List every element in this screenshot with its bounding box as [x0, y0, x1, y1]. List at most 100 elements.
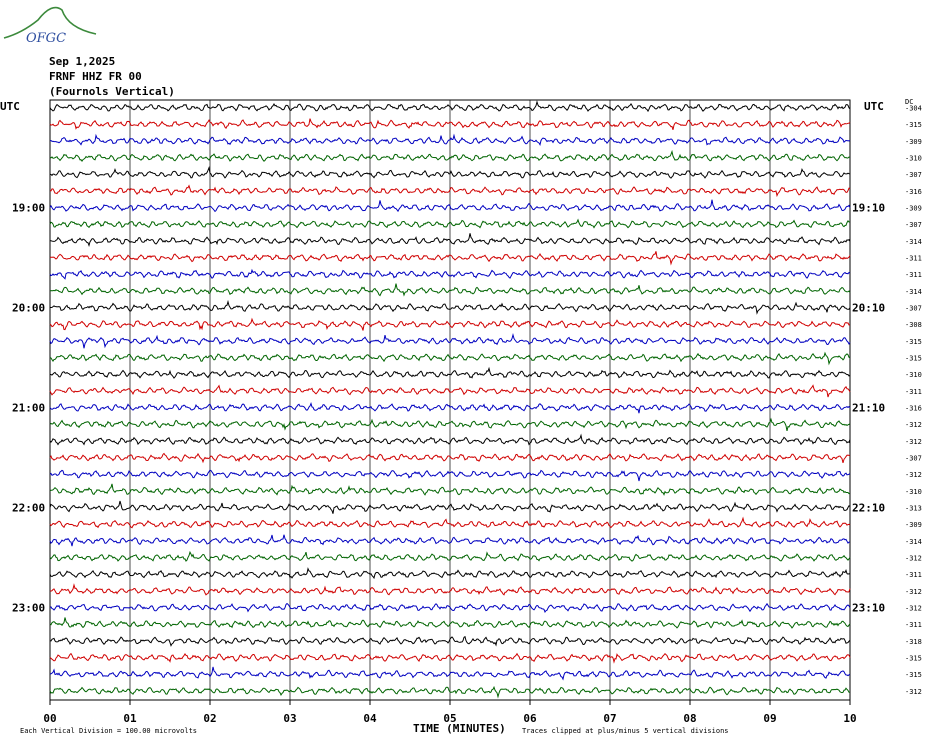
left-hour-label: 21:00: [12, 402, 45, 415]
dc-offset-label: -314: [905, 288, 922, 296]
seismic-trace: [49, 652, 851, 664]
seismic-trace: [49, 133, 851, 147]
seismic-trace: [49, 500, 851, 514]
seismic-trace: [49, 366, 851, 379]
dc-offset-label: -315: [905, 655, 922, 663]
seismic-trace: [49, 268, 851, 280]
dc-offset-label: -312: [905, 588, 922, 596]
seismic-trace: [49, 617, 851, 629]
right-time-label: 19:10: [852, 202, 885, 215]
x-tick-label: 01: [123, 712, 137, 725]
x-tick-label: 08: [683, 712, 696, 725]
seismic-trace: [49, 602, 851, 614]
seismic-trace: [49, 149, 851, 162]
dc-offset-label: -312: [905, 438, 922, 446]
left-hour-label: 19:00: [12, 202, 45, 215]
logo-mountain-icon: [3, 6, 97, 39]
seismic-trace: [50, 299, 851, 315]
dc-offset-label: -307: [905, 221, 922, 229]
dc-offset-label: -314: [905, 238, 922, 246]
left-hour-label: 22:00: [12, 502, 45, 515]
seismic-trace: [49, 184, 851, 198]
seismic-trace: [49, 452, 851, 464]
x-tick-label: 03: [283, 712, 296, 725]
dc-offset-label: -318: [905, 638, 922, 646]
x-tick-label: 10: [843, 712, 856, 725]
seismic-trace: [49, 166, 851, 179]
dc-offset-label: -312: [905, 688, 922, 696]
dc-offset-label: -315: [905, 338, 922, 346]
seismic-trace: [49, 401, 851, 414]
dc-offset-label: -304: [905, 105, 922, 113]
dc-offset-label: -312: [905, 471, 922, 479]
seismic-trace: [49, 333, 851, 349]
dc-offset-label: -309: [905, 138, 922, 146]
seismic-trace: [49, 483, 851, 496]
dc-offset-label: -308: [905, 321, 922, 329]
dc-header-label: DC: [905, 98, 913, 106]
seismic-trace: [49, 384, 851, 398]
ofgc-logo: OFGC: [3, 6, 97, 46]
seismic-trace: [49, 417, 851, 432]
x-tick-label: 06: [523, 712, 537, 725]
right-time-label: 20:10: [852, 302, 885, 315]
dc-offset-label: -313: [905, 505, 922, 513]
seismic-trace: [49, 635, 851, 647]
left-hour-label: 23:00: [12, 602, 45, 615]
dc-offset-label: -316: [905, 405, 922, 413]
dc-offset-label: -315: [905, 671, 922, 679]
seismic-trace: [49, 251, 851, 266]
seismic-trace: [49, 199, 851, 213]
seismic-trace: [49, 534, 851, 547]
dc-offset-label: -309: [905, 521, 922, 529]
dc-offset-label: -312: [905, 605, 922, 613]
dc-offset-label: -315: [905, 121, 922, 129]
right-time-label: 22:10: [852, 502, 885, 515]
x-tick-label: 04: [363, 712, 377, 725]
seismic-trace: [49, 351, 851, 366]
x-tick-label: 07: [603, 712, 616, 725]
dc-offset-label: -309: [905, 205, 922, 213]
right-utc-label: UTC: [864, 100, 884, 113]
right-time-label: 21:10: [852, 402, 885, 415]
seismic-trace: [50, 283, 851, 297]
x-axis-label: TIME (MINUTES): [413, 722, 506, 735]
seismic-trace: [49, 666, 851, 681]
seismic-trace: [49, 469, 851, 482]
dc-offset-label: -307: [905, 455, 922, 463]
dc-offset-label: -315: [905, 355, 922, 363]
left-hour-label: 20:00: [12, 302, 45, 315]
station-code: FRNF HHZ FR 00: [49, 70, 142, 83]
clipping-note: Traces clipped at plus/minus 5 vertical …: [522, 727, 729, 735]
x-tick-label: 09: [763, 712, 776, 725]
seismic-trace: [49, 685, 850, 699]
dc-offset-label: -307: [905, 171, 922, 179]
dc-offset-label: -312: [905, 421, 922, 429]
dc-offset-label: -312: [905, 555, 922, 563]
seismic-trace: [49, 218, 851, 229]
seismic-trace: [49, 583, 851, 596]
dc-offset-label: -311: [905, 271, 922, 279]
vertical-division-note: Each Vertical Division = 100.00 microvol…: [20, 727, 197, 735]
seismic-trace: [49, 433, 851, 446]
seismic-trace: [49, 317, 851, 331]
seismic-trace: [49, 516, 851, 529]
dc-offset-label: -307: [905, 305, 922, 313]
dc-offset-label: -310: [905, 371, 922, 379]
right-time-label: 23:10: [852, 602, 885, 615]
seismic-trace: [49, 233, 851, 248]
plot-date: Sep 1,2025: [49, 55, 116, 68]
dc-offset-label: -311: [905, 571, 922, 579]
dc-offset-label: -316: [905, 188, 922, 196]
dc-offset-label: -311: [905, 255, 922, 263]
logo-text: OFGC: [26, 31, 66, 46]
dc-offset-label: -314: [905, 538, 922, 546]
x-tick-label: 00: [43, 712, 56, 725]
left-utc-label: UTC: [0, 100, 20, 113]
seismic-trace: [49, 567, 851, 580]
dc-offset-label: -310: [905, 488, 922, 496]
dc-offset-label: -311: [905, 621, 922, 629]
dc-offset-label: -311: [905, 388, 922, 396]
seismic-trace: [49, 118, 851, 130]
